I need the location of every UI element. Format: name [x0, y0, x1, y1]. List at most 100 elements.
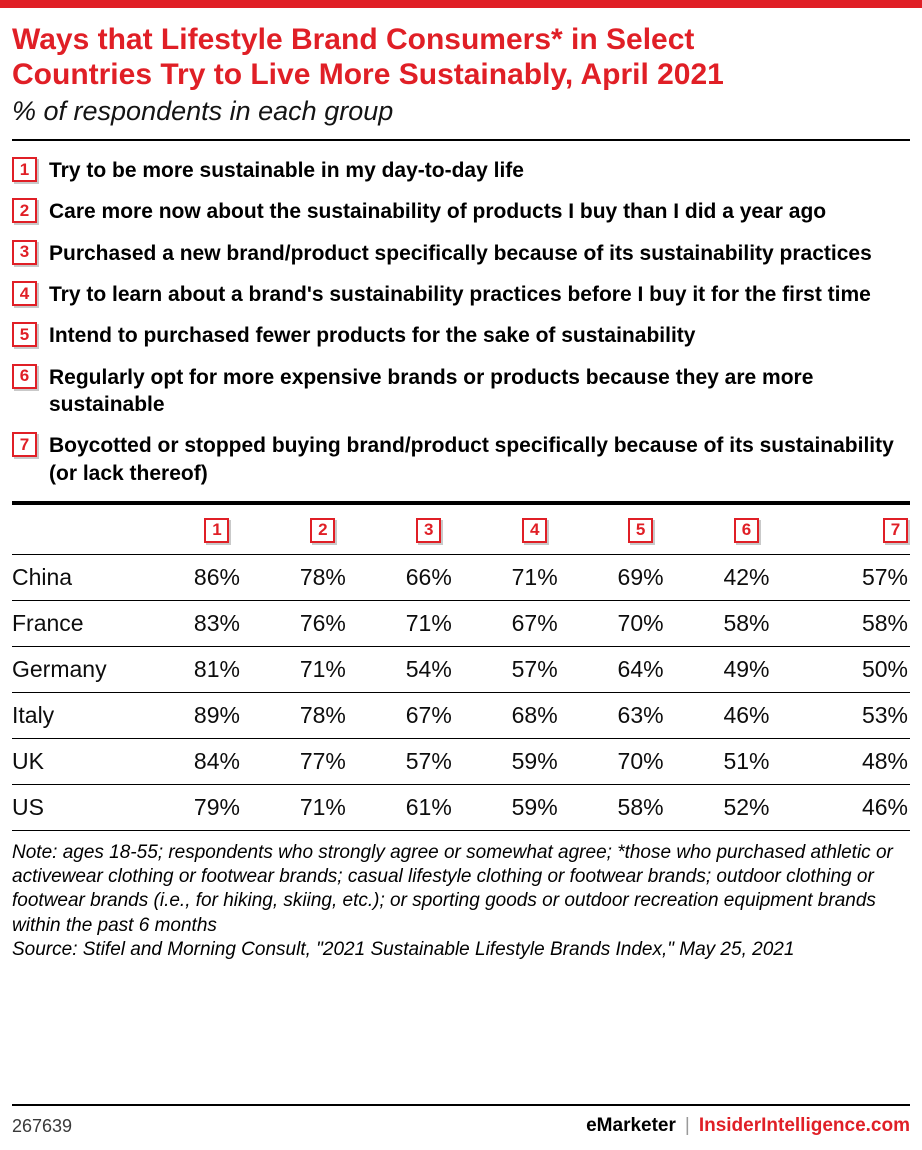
source-text: Source: Stifel and Morning Consult, "202… — [12, 939, 795, 961]
data-table: 1 2 3 4 5 6 7 China 86% 78% 66% 71% 69% 42% 57% France… — [12, 500, 910, 831]
value-cell-uk-5: 70% — [617, 747, 664, 774]
table-row-us: US 79% 71% 61% 59% 58% 52% 46% — [12, 784, 910, 831]
brand-lockup: eMarketer | InsiderIntelligence.com — [586, 1115, 910, 1137]
table-row-china: China 86% 78% 66% 71% 69% 42% 57% — [12, 554, 910, 601]
value-cell-germany-6: 49% — [723, 655, 770, 682]
question-number-box-2: 2 — [310, 517, 336, 543]
value-cell-france-7: 58% — [861, 609, 908, 636]
value-cell-germany-7: 50% — [861, 655, 908, 682]
value-cell-us-5: 58% — [617, 793, 664, 820]
value-cell-italy-1: 89% — [193, 701, 240, 728]
legend-label-3: Purchased a new brand/product specifical… — [49, 241, 872, 265]
top-red-bar — [0, 0, 922, 8]
value-cell-china-4: 71% — [511, 563, 558, 590]
legend-item-7: 7 Boycotted or stopped buying brand/produ… — [12, 432, 910, 487]
value-cell-france-5: 70% — [617, 609, 664, 636]
table-row-france: France 83% 76% 71% 67% 70% 58% 58% — [12, 600, 910, 647]
value-cell-us-1: 79% — [193, 793, 240, 820]
value-cell-italy-6: 46% — [723, 701, 770, 728]
country-label-germany: Germany — [12, 655, 107, 682]
value-cell-italy-3: 67% — [405, 701, 452, 728]
value-cell-uk-6: 51% — [723, 747, 770, 774]
question-number-box-1: 1 — [204, 517, 230, 543]
column-header-1: 1 — [164, 502, 270, 555]
table-row-italy: Italy 89% 78% 67% 68% 63% 46% 53% — [12, 692, 910, 739]
value-cell-china-7: 57% — [861, 563, 908, 590]
table-row-germany: Germany 81% 71% 54% 57% 64% 49% 50% — [12, 646, 910, 693]
value-cell-italy-4: 68% — [511, 701, 558, 728]
header-divider — [12, 139, 910, 142]
question-number-box-3: 3 — [12, 239, 37, 265]
value-cell-germany-2: 71% — [299, 655, 346, 682]
legend-item-6: 6 Regularly opt for more expensive brands… — [12, 363, 910, 419]
value-cell-france-6: 58% — [723, 609, 770, 636]
insider-intelligence-link[interactable]: InsiderIntelligence.com — [698, 1115, 910, 1136]
value-cell-china-3: 66% — [405, 563, 452, 590]
value-cell-france-2: 76% — [299, 609, 346, 636]
value-cell-france-3: 71% — [405, 609, 452, 636]
table-header-row: 1 2 3 4 5 6 7 — [12, 502, 910, 555]
legend-item-3: 3 Purchased a new brand/product specifica… — [12, 239, 910, 267]
value-cell-uk-3: 57% — [405, 747, 452, 774]
value-cell-us-4: 59% — [511, 793, 558, 820]
country-label-china: China — [12, 563, 73, 590]
chart-title: Ways that Lifestyle Brand Consumers* in … — [12, 22, 910, 92]
question-number-box-2: 2 — [12, 198, 37, 224]
value-cell-uk-1: 84% — [193, 747, 240, 774]
value-cell-us-6: 52% — [723, 793, 770, 820]
country-label-us: US — [12, 793, 44, 820]
value-cell-france-1: 83% — [193, 609, 240, 636]
question-number-box-7: 7 — [12, 432, 37, 458]
question-number-box-6: 6 — [733, 517, 759, 543]
value-cell-germany-4: 57% — [511, 655, 558, 682]
value-cell-china-1: 86% — [193, 563, 240, 590]
legend-item-2: 2 Care more now about the sustainability … — [12, 198, 910, 225]
question-number-box-3: 3 — [416, 517, 442, 543]
legend-label-2: Care more now about the sustainability o… — [49, 200, 827, 224]
column-header-3: 3 — [375, 502, 482, 555]
note-text: Note: ages 18-55; respondents who strong… — [12, 841, 893, 936]
emarketer-logo[interactable]: eMarketer — [586, 1115, 676, 1136]
column-header-7: 7 — [799, 502, 910, 555]
value-cell-china-5: 69% — [617, 563, 664, 590]
chart-subtitle: % of respondents in each group — [12, 96, 394, 127]
legend-label-1: Try to be more sustainable in my day-to-… — [49, 159, 524, 183]
value-cell-germany-3: 54% — [405, 655, 452, 682]
question-number-box-4: 4 — [12, 281, 37, 307]
question-number-box-4: 4 — [522, 517, 548, 543]
value-cell-us-3: 61% — [405, 793, 452, 820]
table-row-uk: UK 84% 77% 57% 59% 70% 51% 48% — [12, 738, 910, 785]
country-label-uk: UK — [12, 747, 44, 774]
value-cell-uk-2: 77% — [299, 747, 346, 774]
chart-id: 267639 — [12, 1115, 73, 1136]
legend: 1 Try to be more sustainable in my day-to… — [12, 157, 910, 487]
column-header-5: 5 — [587, 502, 694, 555]
legend-label-6: Regularly opt for more expensive brands … — [49, 365, 814, 416]
country-label-italy: Italy — [12, 701, 55, 728]
value-cell-china-6: 42% — [723, 563, 770, 590]
question-number-box-1: 1 — [12, 157, 37, 183]
table-corner-cell — [12, 502, 164, 555]
question-number-box-7: 7 — [883, 517, 908, 543]
question-number-box-5: 5 — [12, 322, 37, 348]
value-cell-uk-4: 59% — [511, 747, 558, 774]
legend-item-1: 1 Try to be more sustainable in my day-to… — [12, 157, 910, 184]
footer: 267639 eMarketer | InsiderIntelligence.com — [12, 1104, 910, 1150]
column-header-2: 2 — [269, 502, 376, 555]
chart-content: Ways that Lifestyle Brand Consumers* in … — [0, 8, 922, 1104]
value-cell-us-2: 71% — [299, 793, 346, 820]
value-cell-italy-2: 78% — [299, 701, 346, 728]
value-cell-france-4: 67% — [511, 609, 558, 636]
value-cell-italy-7: 53% — [861, 701, 908, 728]
table-body: China 86% 78% 66% 71% 69% 42% 57% France 83% 76% 71… — [12, 554, 910, 831]
question-number-box-6: 6 — [12, 363, 37, 389]
table-header: 1 2 3 4 5 6 7 — [12, 502, 910, 555]
value-cell-china-2: 78% — [299, 563, 346, 590]
chart-title-line-2: Countries Try to Live More Sustainably, … — [12, 58, 724, 92]
value-cell-germany-5: 64% — [617, 655, 664, 682]
question-number-box-5: 5 — [628, 517, 654, 543]
chart-title-line-1: Ways that Lifestyle Brand Consumers* in … — [12, 23, 695, 56]
legend-label-7: Boycotted or stopped buying brand/produc… — [49, 434, 894, 485]
country-label-france: France — [12, 609, 84, 636]
